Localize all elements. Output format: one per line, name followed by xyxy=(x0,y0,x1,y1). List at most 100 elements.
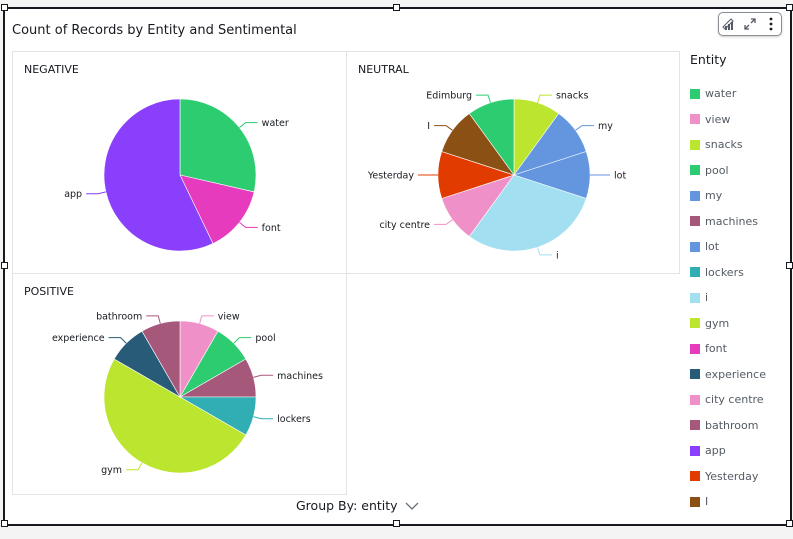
leader-line xyxy=(199,315,214,324)
legend-swatch xyxy=(690,420,700,431)
legend-label: app xyxy=(705,444,726,458)
legend: Entity water view snacks pool my machines lot l… xyxy=(690,52,766,515)
resize-handle-tm[interactable] xyxy=(393,4,400,11)
leader-line xyxy=(253,374,274,378)
pie-slice[interactable] xyxy=(103,358,247,474)
pie-cell-positive: POSITIVE view pool machines lockers gym exper… xyxy=(12,273,347,495)
slice-label: view xyxy=(218,311,240,322)
legend-title: Entity xyxy=(690,52,727,67)
slice-label: city centre xyxy=(379,220,430,231)
legend-label: lockers xyxy=(705,265,744,279)
legend-swatch xyxy=(690,496,700,507)
pie-title: POSITIVE xyxy=(24,285,74,298)
slice-label: font xyxy=(262,223,281,234)
expand-icon[interactable] xyxy=(742,16,758,32)
leader-line xyxy=(434,219,453,225)
resize-handle-tl[interactable] xyxy=(1,4,8,11)
resize-handle-bm[interactable] xyxy=(393,520,400,527)
legend-label: I xyxy=(705,495,709,509)
leader-line xyxy=(239,122,258,129)
pie-title: NEUTRAL xyxy=(358,63,409,76)
legend-swatch xyxy=(690,139,700,150)
legend-label: machines xyxy=(705,214,759,228)
slice-label: machines xyxy=(277,371,323,382)
slice-label: lot xyxy=(614,171,626,182)
legend-swatch xyxy=(690,190,700,201)
slice-label: app xyxy=(64,189,82,200)
slice-label: experience xyxy=(52,333,105,344)
legend-item[interactable]: lockers xyxy=(690,260,766,286)
pie-slice[interactable] xyxy=(141,320,181,399)
legend-label: city centre xyxy=(705,393,764,407)
legend-label: pool xyxy=(705,163,729,177)
leader-line xyxy=(239,221,258,228)
legend-item[interactable]: snacks xyxy=(690,132,766,158)
legend-item[interactable]: app xyxy=(690,438,766,464)
legend-item[interactable]: view xyxy=(690,107,766,133)
legend-item[interactable]: font xyxy=(690,336,766,362)
group-by-dropdown[interactable]: Group By: entity xyxy=(296,498,420,513)
slice-label: I xyxy=(427,121,430,132)
legend-label: view xyxy=(705,112,731,126)
legend-swatch xyxy=(690,318,700,329)
legend-item[interactable]: water xyxy=(690,81,766,107)
slice-label: lockers xyxy=(277,414,311,425)
legend-swatch xyxy=(690,471,700,482)
resize-handle-ml[interactable] xyxy=(1,262,8,269)
slice-label: pool xyxy=(255,333,275,344)
slice-label: bathroom xyxy=(96,311,142,322)
leader-line xyxy=(476,94,491,103)
pie-slice[interactable] xyxy=(103,98,214,252)
resize-handle-mr[interactable] xyxy=(786,262,793,269)
slice-label: gym xyxy=(101,465,122,476)
more-options-icon[interactable] xyxy=(763,16,779,32)
leader-line xyxy=(537,247,552,256)
leader-line xyxy=(108,337,127,344)
legend-swatch xyxy=(690,394,700,405)
legend-swatch xyxy=(690,241,700,252)
pie-slice[interactable] xyxy=(468,98,515,176)
resize-handle-bl[interactable] xyxy=(1,520,8,527)
slice-label: snacks xyxy=(556,91,589,102)
legend-label: font xyxy=(705,342,727,356)
legend-item[interactable]: i xyxy=(690,285,766,311)
legend-label: snacks xyxy=(705,138,743,152)
legend-swatch xyxy=(690,343,700,354)
chevron-down-icon xyxy=(405,502,419,510)
legend-item[interactable]: I xyxy=(690,489,766,515)
legend-item[interactable]: my xyxy=(690,183,766,209)
resize-handle-tr[interactable] xyxy=(786,4,793,11)
resize-handle-br[interactable] xyxy=(786,520,793,527)
legend-item[interactable]: pool xyxy=(690,158,766,184)
legend-item[interactable]: machines xyxy=(690,209,766,235)
pie-chart-positive[interactable]: view pool machines lockers gym experience bath… xyxy=(13,274,346,494)
legend-swatch xyxy=(690,369,700,380)
leader-line xyxy=(253,416,274,420)
legend-label: experience xyxy=(705,367,766,381)
leader-line xyxy=(537,94,552,103)
legend-item[interactable]: Yesterday xyxy=(690,464,766,490)
leader-line xyxy=(86,191,107,195)
pie-chart-negative[interactable]: water font app xyxy=(13,52,346,273)
legend-item[interactable]: experience xyxy=(690,362,766,388)
legend-item[interactable]: bathroom xyxy=(690,413,766,439)
leader-line xyxy=(434,125,453,131)
legend-label: my xyxy=(705,189,723,203)
legend-item[interactable]: city centre xyxy=(690,387,766,413)
legend-swatch xyxy=(690,445,700,456)
slice-label: Yesterday xyxy=(367,171,414,182)
pie-slice[interactable] xyxy=(179,98,257,193)
legend-label: bathroom xyxy=(705,418,759,432)
legend-label: lot xyxy=(705,240,720,254)
legend-swatch xyxy=(690,292,700,303)
pie-slice[interactable] xyxy=(468,174,587,252)
leader-line xyxy=(233,337,252,344)
slice-label: i xyxy=(556,250,559,261)
pie-title: NEGATIVE xyxy=(24,63,79,76)
legend-item[interactable]: lot xyxy=(690,234,766,260)
slice-label: my xyxy=(598,121,613,132)
leader-line xyxy=(575,125,594,131)
pie-chart-neutral[interactable]: snacks my lot i city centre Yesterday I Edimbur… xyxy=(347,52,679,273)
legend-item[interactable]: gym xyxy=(690,311,766,337)
visual-type-icon[interactable] xyxy=(721,16,737,32)
